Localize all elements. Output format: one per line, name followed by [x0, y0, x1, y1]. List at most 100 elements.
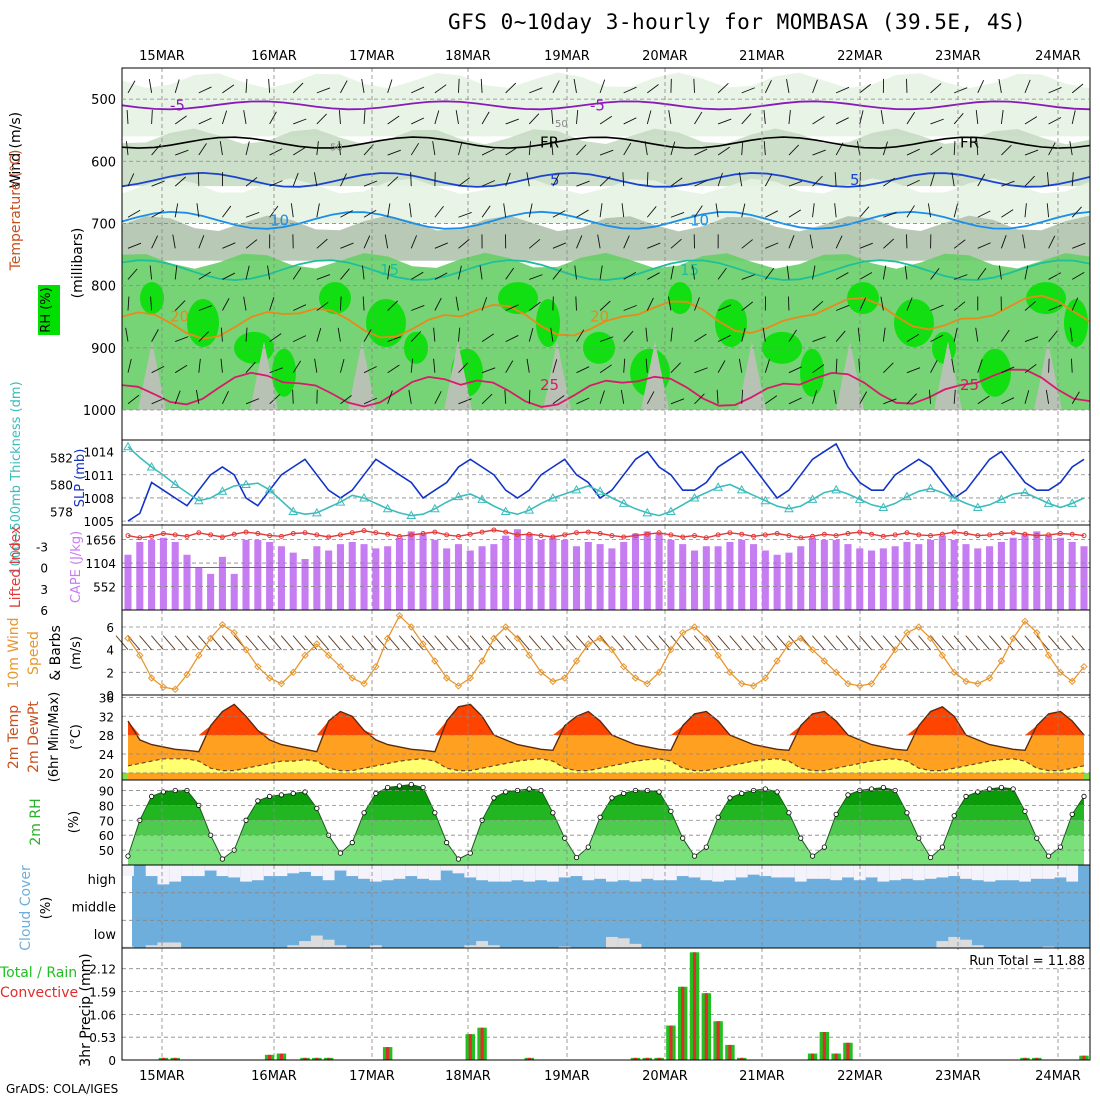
- surface-wind-barb: [623, 635, 636, 650]
- cloud-high-gap: [558, 865, 571, 878]
- cloud-high-gap: [794, 865, 807, 882]
- lifted-index-point: [703, 535, 709, 541]
- lifted-index-point: [278, 533, 284, 539]
- wind-barb: [528, 238, 541, 249]
- lifted-index-point: [373, 530, 379, 536]
- cloud-high-gap: [1007, 865, 1020, 881]
- temp-tick: 36: [99, 691, 114, 705]
- rh-point: [337, 850, 344, 856]
- temp-tick: 28: [99, 729, 114, 743]
- cape-bar: [301, 559, 309, 610]
- wind-barb: [576, 397, 590, 405]
- wind-barb: [694, 148, 708, 156]
- cloud-high-gap: [594, 865, 606, 879]
- wind-barb: [717, 172, 723, 187]
- cape-bar: [1068, 542, 1076, 610]
- wind-barb: [481, 367, 496, 374]
- wind-barb: [127, 358, 132, 373]
- wind-barb: [646, 110, 652, 125]
- wind-barb: [387, 300, 399, 311]
- cape-bar: [242, 539, 250, 610]
- surface-wind-barb: [375, 635, 388, 650]
- surface-wind-barb: [894, 635, 908, 650]
- thickness-tick: 582: [50, 452, 73, 466]
- rh-point: [491, 795, 497, 801]
- lifted-index-point: [326, 534, 332, 540]
- pressure-tick: 500: [91, 93, 116, 108]
- precip-convective-bar: [834, 1053, 838, 1060]
- lifted-index-point: [302, 530, 308, 536]
- rh-point: [349, 840, 355, 846]
- wind-speed-point: [596, 634, 604, 643]
- wind-barb: [646, 172, 649, 187]
- cape-bar: [773, 554, 781, 610]
- cape-bar: [443, 548, 451, 610]
- cape-bar: [466, 550, 474, 610]
- rh-point: [798, 835, 804, 841]
- wind-barb: [198, 117, 212, 125]
- wind-barb: [268, 78, 271, 93]
- lifted-index-point: [361, 528, 367, 534]
- cloud-high-gap: [901, 865, 913, 879]
- wind-speed-point: [773, 657, 781, 665]
- cloud-high-gap: [700, 865, 713, 881]
- wind-frame: [121, 609, 1091, 696]
- wind-barb: [859, 391, 868, 405]
- lifted-index-point: [644, 531, 650, 537]
- cloud-high-gap: [322, 865, 335, 881]
- wind-barb: [337, 327, 341, 342]
- wind-speed-point: [383, 634, 392, 643]
- rh-point: [668, 808, 674, 814]
- cloud-low-bar: [617, 938, 630, 948]
- wind-barb: [505, 335, 519, 343]
- wind-barb: [1024, 364, 1037, 374]
- axis-label-rh-unit: (%): [67, 811, 82, 834]
- thickness-point: [902, 491, 912, 501]
- surface-wind-barb: [977, 635, 990, 650]
- cloud-high-gap: [417, 865, 429, 879]
- wind-barb: [1048, 330, 1058, 342]
- wind-barb: [623, 330, 634, 342]
- rh-dry-wedge: [348, 341, 376, 410]
- lifted-index-point: [963, 531, 969, 536]
- wind-barb: [670, 265, 674, 280]
- lifted-index-point: [243, 529, 249, 535]
- cape-bar: [809, 537, 817, 610]
- cape-bar: [478, 546, 486, 610]
- wind-barb: [340, 80, 348, 94]
- axis-label-rh: RH (%): [39, 287, 54, 332]
- wind-speed-point: [313, 640, 321, 648]
- wind-barb: [599, 203, 603, 218]
- wind-barb: [411, 271, 424, 280]
- wind-barb: [458, 265, 462, 280]
- wind-barb: [741, 113, 752, 125]
- wind-barb: [127, 209, 141, 218]
- wind-barb: [243, 296, 247, 311]
- wind-barb: [574, 265, 577, 280]
- surface-wind-barb: [1059, 635, 1073, 650]
- wind-barb: [550, 327, 554, 342]
- temp-tick: 32: [99, 710, 114, 724]
- wind-barb: [906, 148, 920, 156]
- wind-barb: [623, 86, 637, 94]
- cloud-high-gap: [428, 865, 441, 881]
- wind-speed-point: [690, 623, 699, 631]
- rh-high-blob: [187, 298, 219, 347]
- thickness-point: [595, 486, 605, 495]
- wind-barb: [764, 359, 770, 373]
- wind-barb: [269, 367, 283, 374]
- wind-speed-point: [490, 634, 498, 643]
- wind-barb: [292, 267, 302, 280]
- lifted-index-point: [337, 532, 343, 538]
- cloud-level-label: middle: [72, 901, 116, 916]
- wind-barb: [409, 203, 412, 218]
- rh-point: [573, 854, 580, 861]
- cape-bar: [136, 542, 144, 610]
- wind-barb: [694, 205, 703, 218]
- wind-barb: [504, 389, 507, 404]
- isotherm-line: [121, 210, 1091, 230]
- wind-barb: [316, 203, 320, 218]
- wind-barb: [1048, 272, 1062, 280]
- wind-barb: [812, 300, 824, 311]
- wind-barb: [552, 268, 562, 280]
